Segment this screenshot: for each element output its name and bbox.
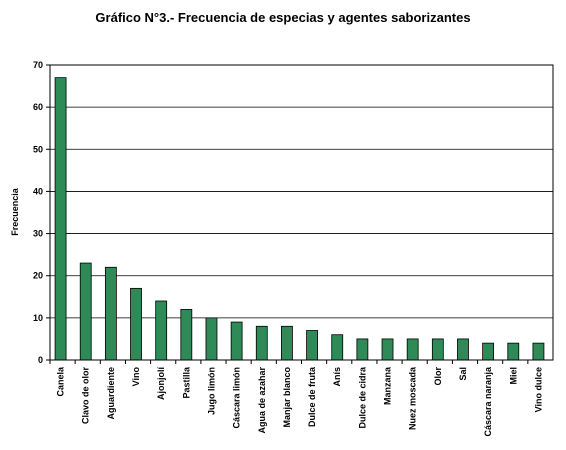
bar xyxy=(104,266,117,361)
y-tick-label: 10 xyxy=(33,313,43,323)
bar xyxy=(306,330,318,361)
x-tick-label: Sal xyxy=(458,367,468,381)
x-tick-label: Cáscara limón xyxy=(232,367,242,429)
x-tick-label: Canela xyxy=(56,366,66,397)
y-tick-label: 0 xyxy=(38,355,43,365)
bar xyxy=(507,342,520,361)
x-tick-label: Vino xyxy=(131,367,141,387)
bar xyxy=(255,325,268,361)
x-tick-label: Pastilla xyxy=(181,366,191,399)
y-tick-label: 70 xyxy=(33,60,43,70)
y-tick-label: 20 xyxy=(33,271,43,281)
x-tick-label: Nuez moscada xyxy=(408,366,418,430)
x-tick-label: Aguardiente xyxy=(106,367,116,420)
plot-area-border xyxy=(49,64,554,361)
x-tick-label: Agua de azahar xyxy=(257,367,267,434)
y-tick-label: 40 xyxy=(33,186,43,196)
y-tick-label: 30 xyxy=(33,229,43,239)
bar xyxy=(79,262,92,361)
bar xyxy=(532,342,545,361)
x-tick-label: Ajonjolí xyxy=(156,367,166,400)
bar xyxy=(356,338,369,361)
bar xyxy=(130,287,142,361)
x-tick-label: Cáscara naranja xyxy=(483,366,493,437)
bar xyxy=(205,317,218,361)
x-axis-ticks: Canela Clavo de olor Aguardiente Vino Ajonjo… xyxy=(49,360,543,437)
bar xyxy=(180,309,193,361)
gridlines xyxy=(50,64,553,361)
y-tick-label: 60 xyxy=(33,102,43,112)
bar xyxy=(431,338,444,361)
bar xyxy=(331,334,344,361)
bar xyxy=(54,77,67,361)
x-tick-label: Jugo limón xyxy=(206,367,216,415)
x-tick-label: Dulce de fruta xyxy=(307,366,317,427)
x-tick-label: Vino dulce xyxy=(533,367,543,412)
x-tick-label: Olor xyxy=(433,367,443,386)
x-tick-label: Miel xyxy=(508,367,518,385)
y-tick-label: 50 xyxy=(33,144,43,154)
bar xyxy=(155,300,168,361)
bar xyxy=(281,325,293,361)
chart-title: Gráfico N°3.- Frecuencia de especias y a… xyxy=(95,10,470,25)
bar xyxy=(482,342,495,361)
x-tick-label: Dulce de cidra xyxy=(357,366,367,429)
x-tick-label: Manzana xyxy=(383,366,393,405)
x-tick-label: Anís xyxy=(332,367,342,387)
bar xyxy=(457,338,469,361)
y-axis-ticks: 0 10 20 30 40 50 60 70 xyxy=(33,60,50,365)
bar xyxy=(230,321,243,361)
y-axis-label: Frecuencia xyxy=(10,187,20,236)
x-tick-label: Manjar blanco xyxy=(282,367,292,428)
x-tick-label: Clavo de olor xyxy=(81,367,91,425)
bar xyxy=(406,338,419,361)
bar xyxy=(381,338,394,361)
